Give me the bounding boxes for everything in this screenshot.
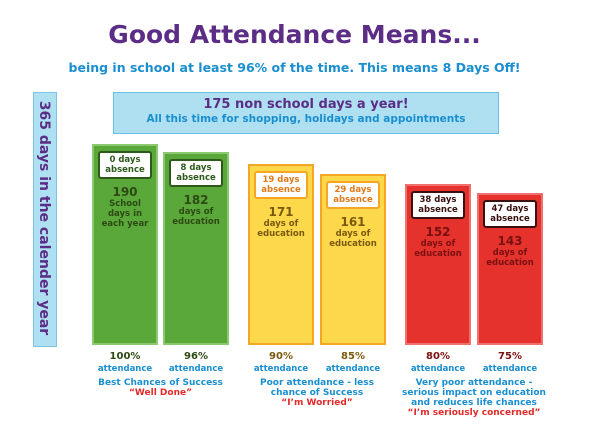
side-box (33, 92, 57, 347)
group-caption: Poor attendance - less chance of Success… (242, 378, 392, 408)
x-tick-sublabel: attendance (482, 364, 538, 374)
group-verdict: “I’m seriously concerned” (407, 408, 541, 418)
note-subtitle: All this time for shopping, holidays and… (146, 113, 466, 125)
side-label: 365 days in the calender year (36, 100, 52, 336)
x-tick-sublabel: attendance (253, 364, 309, 374)
x-tick-label: 85% (341, 351, 365, 362)
value-unit: days of education (257, 218, 305, 239)
x-tick-sublabel: attendance (325, 364, 381, 374)
x-tick-label: 80% (426, 351, 450, 362)
bar: 8 days absence 182 days of education (163, 152, 229, 345)
x-tick-sublabel: attendance (168, 364, 224, 374)
value-unit: days of education (329, 229, 377, 250)
value-label: 182 (183, 193, 209, 208)
value-label: 171 (268, 204, 294, 219)
value-label: 161 (340, 215, 366, 230)
value-unit: days of education (172, 207, 220, 228)
note-title: 175 non school days a year! (203, 97, 409, 112)
value-unit: School days in each year (101, 198, 149, 229)
absence-label: 8 days absence (169, 159, 223, 188)
x-tick-label: 75% (498, 351, 522, 362)
group-verdict: “I’m Worried” (281, 398, 353, 408)
value-label: 143 (497, 234, 523, 249)
value-label: 152 (425, 224, 451, 239)
bar: 0 days absence 190 School days in each yea… (92, 143, 158, 345)
bar: 29 days absence 161 days of education (320, 174, 386, 345)
value-unit: days of education (414, 238, 462, 259)
bar: 19 days absence 171 days of education (248, 163, 314, 345)
absence-label: 29 days absence (326, 181, 380, 210)
note-box: 175 non school days a year! All this tim… (113, 92, 499, 134)
bar: 38 days absence 152 days of education (405, 183, 471, 345)
bar: 47 days absence 143 days of education (477, 193, 543, 345)
absence-label: 19 days absence (254, 170, 308, 199)
subtitle: being in school at least 96% of the time… (68, 60, 521, 75)
value-label: 190 (112, 184, 138, 199)
group-verdict: “Well Done” (128, 388, 192, 398)
x-tick-label: 100% (109, 351, 141, 362)
absence-label: 38 days absence (411, 190, 465, 219)
title: Good Attendance Means... (108, 20, 481, 49)
x-tick-sublabel: attendance (410, 364, 466, 374)
absence-label: 0 days absence (98, 150, 152, 179)
group-caption: Best Chances of Success “Well Done” (86, 378, 236, 398)
value-unit: days of education (486, 248, 534, 269)
x-tick-label: 96% (184, 351, 208, 362)
group-caption: Very poor attendance - serious impact on… (399, 378, 549, 418)
absence-label: 47 days absence (483, 200, 537, 229)
x-tick-sublabel: attendance (97, 364, 153, 374)
x-tick-label: 90% (269, 351, 293, 362)
